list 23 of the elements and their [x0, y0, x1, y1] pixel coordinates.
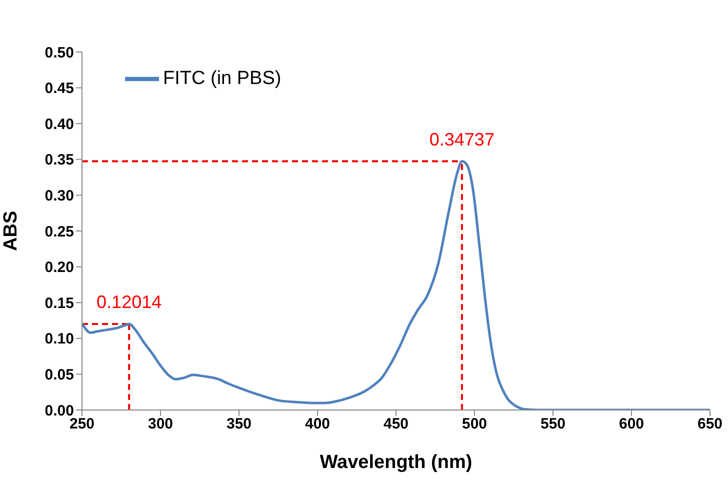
y-tick-label: 0.35	[44, 152, 74, 169]
x-tick-label: 650	[697, 416, 723, 433]
x-tick-label: 500	[462, 416, 488, 433]
x-tick-label: 350	[226, 416, 252, 433]
x-tick-label: 550	[540, 416, 566, 433]
y-tick-label: 0.45	[44, 80, 74, 98]
y-tick-label: 0.50	[44, 44, 74, 62]
y-tick-label: 0.10	[44, 330, 74, 348]
y-tick-label: 0.25	[44, 223, 74, 240]
x-tick-label: 450	[383, 416, 409, 433]
x-tick-label: 300	[148, 416, 174, 433]
y-tick-label: 0.20	[44, 259, 74, 276]
x-axis-title: Wavelength (nm)	[320, 452, 472, 473]
x-tick-label: 400	[304, 416, 330, 433]
y-tick-label: 0.05	[44, 366, 74, 384]
y-tick-label: 0.15	[44, 294, 74, 312]
legend-label: FITC (in PBS)	[163, 68, 282, 90]
y-tick-label: 0.40	[44, 116, 74, 133]
y-tick-label: 0.30	[44, 188, 74, 205]
annotation: 0.12014	[96, 292, 162, 312]
y-axis-title: ABS	[0, 210, 22, 251]
annotation: 0.34737	[429, 129, 494, 150]
x-tick-label: 600	[618, 416, 644, 433]
